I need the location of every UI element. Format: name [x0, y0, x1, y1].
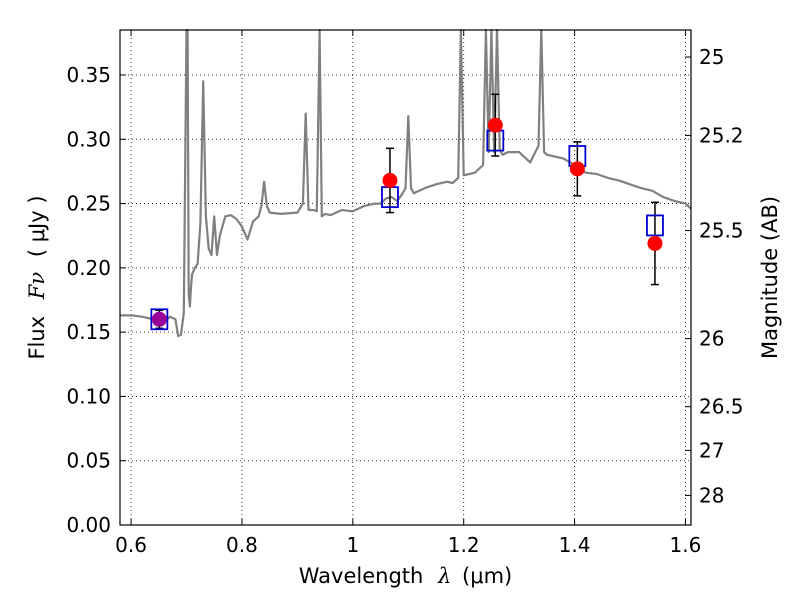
y-tick-label: 0.30 [66, 127, 111, 151]
y2-tick-label: 27 [699, 438, 724, 462]
y2-tick-label: 26.5 [699, 395, 744, 419]
x-tick-label: 0.8 [226, 533, 258, 557]
x-axis-label: Wavelength λ (μm) [299, 564, 512, 588]
ticks-layer: 0.6 0.8 1 1.2 1.4 1.6 0.00 0.05 0.10 0.15 0.20 0.25… [66, 30, 744, 557]
x-tick-label: 1.6 [670, 533, 702, 557]
observed-point [647, 235, 663, 251]
observed-points-layer [151, 117, 663, 327]
x-tick-label: 1.4 [559, 533, 591, 557]
x-axis-label-symbol: λ [437, 564, 451, 588]
y2-tick-label: 28 [699, 483, 724, 507]
model-square [646, 214, 664, 237]
y-axis-label-prefix: Flux [25, 316, 49, 360]
plot-frame [119, 29, 692, 526]
model-squares-layer [150, 129, 664, 331]
x-tick-label: 1.2 [448, 533, 480, 557]
y2-tick-label: 25 [699, 45, 724, 69]
y-tick-label: 0.25 [66, 192, 111, 216]
observed-point [569, 161, 585, 177]
y-tick-label: 0.00 [66, 513, 111, 537]
x-tick-label: 0.6 [115, 533, 147, 557]
y-axis-label-units: ( μJy ) [25, 195, 49, 257]
spectrum-line [120, 28, 692, 338]
y2-tick-label: 25.5 [699, 219, 744, 243]
x-tick-label: 1 [346, 533, 359, 557]
x-axis-label-prefix: Wavelength [299, 564, 424, 588]
observed-point [382, 172, 398, 188]
y2-axis-label: Magnitude (AB) [758, 196, 782, 359]
y-axis-label: Flux Fν ( μJy ) [25, 195, 49, 359]
y-tick-label: 0.05 [66, 449, 111, 473]
observed-point [487, 117, 503, 133]
y2-tick-label: 25.2 [699, 123, 744, 147]
y-tick-label: 0.35 [66, 63, 111, 87]
y-tick-label: 0.10 [66, 384, 111, 408]
y-tick-label: 0.20 [66, 256, 111, 280]
y-tick-label: 0.15 [66, 320, 111, 344]
x-axis-label-units: (μm) [462, 564, 512, 588]
model-square [150, 308, 169, 331]
y-axis-label-symbol: Fν [25, 272, 49, 301]
observed-point [151, 311, 167, 327]
y2-tick-label: 26 [699, 327, 724, 351]
grid [120, 30, 691, 526]
spectrum-layer [120, 28, 692, 338]
